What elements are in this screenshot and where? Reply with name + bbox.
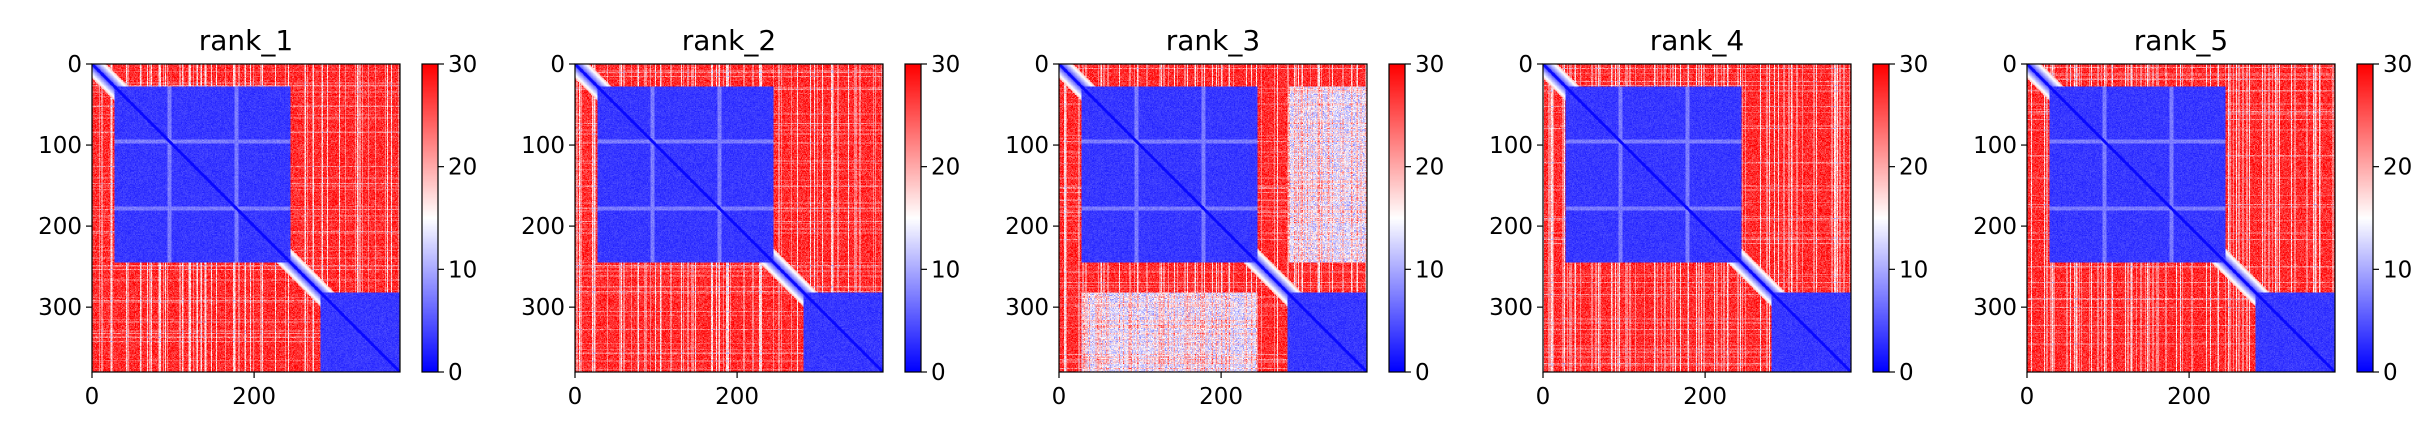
- axes-frame: [2026, 63, 2336, 373]
- y-tick-label: 200: [38, 214, 82, 240]
- heatmap-panel: rank_3 0 100 200 300 0 200 0 10 20 30: [1005, 24, 1444, 410]
- y-tick-label: 100: [521, 133, 565, 159]
- x-tick-label: 200: [1683, 384, 1727, 410]
- y-tick-label: 0: [2002, 52, 2017, 78]
- colorbar-frame: [1872, 63, 1890, 373]
- panel-title: rank_4: [1650, 24, 1744, 57]
- x-tick-label: 0: [2020, 384, 2035, 410]
- heatmap-panel: rank_2 0 100 200 300 0 200 0 10 20 30: [521, 24, 960, 410]
- colorbar-tick-label: 20: [1415, 155, 1444, 181]
- heatmap-image: [1543, 64, 1851, 372]
- panel-title: rank_1: [199, 24, 293, 57]
- x-tick-label: 200: [2167, 384, 2211, 410]
- colorbar-tick-label: 10: [448, 257, 477, 283]
- colorbar: [905, 64, 921, 372]
- panel-title: rank_5: [2134, 24, 2228, 57]
- colorbar-tick-label: 30: [448, 52, 477, 78]
- colorbar-tick-label: 30: [1415, 52, 1444, 78]
- x-tick-label: 0: [1536, 384, 1551, 410]
- colorbar-frame: [2356, 63, 2374, 373]
- y-tick-label: 0: [67, 52, 82, 78]
- axes-frame: [1058, 63, 1368, 373]
- panel-title: rank_3: [1166, 24, 1260, 57]
- colorbar-tick-label: 20: [2383, 155, 2412, 181]
- y-tick-label: 300: [521, 295, 565, 321]
- x-tick-label: 200: [232, 384, 276, 410]
- x-tick-label: 0: [1052, 384, 1067, 410]
- colorbar-tick-label: 0: [1415, 360, 1430, 386]
- colorbar-frame: [904, 63, 922, 373]
- colorbar-tick-label: 0: [931, 360, 946, 386]
- y-tick-label: 200: [1005, 214, 1049, 240]
- colorbar-tick-label: 30: [1899, 52, 1928, 78]
- y-tick-label: 300: [1489, 295, 1533, 321]
- heatmap-image: [575, 64, 883, 372]
- axes-frame: [1542, 63, 1852, 373]
- colorbar: [422, 64, 438, 372]
- heatmap-image: [92, 64, 400, 372]
- y-tick-label: 200: [521, 214, 565, 240]
- y-tick-label: 0: [550, 52, 565, 78]
- colorbar-tick-label: 10: [931, 257, 960, 283]
- colorbar: [1873, 64, 1889, 372]
- colorbar-tick-label: 0: [1899, 360, 1914, 386]
- y-tick-label: 100: [1973, 133, 2017, 159]
- colorbar-tick-label: 0: [448, 360, 463, 386]
- colorbar-tick-label: 20: [1899, 155, 1928, 181]
- panel-title: rank_2: [682, 24, 776, 57]
- y-tick-label: 100: [1489, 133, 1533, 159]
- x-tick-label: 200: [1199, 384, 1243, 410]
- colorbar-tick-label: 30: [2383, 52, 2412, 78]
- y-tick-label: 200: [1973, 214, 2017, 240]
- heatmap-image: [1059, 64, 1367, 372]
- y-tick-label: 100: [38, 133, 82, 159]
- heatmap-panel: rank_1 0 100 200 300 0 200 0 10 20 30: [38, 24, 477, 410]
- y-tick-label: 300: [1973, 295, 2017, 321]
- colorbar-frame: [421, 63, 439, 373]
- colorbar-tick-label: 30: [931, 52, 960, 78]
- x-tick-label: 200: [715, 384, 759, 410]
- colorbar-tick-label: 20: [931, 155, 960, 181]
- axes-frame: [91, 63, 401, 373]
- colorbar-tick-label: 0: [2383, 360, 2398, 386]
- colorbar-tick-label: 10: [2383, 257, 2412, 283]
- y-tick-label: 200: [1489, 214, 1533, 240]
- colorbar: [2357, 64, 2373, 372]
- colorbar-frame: [1388, 63, 1406, 373]
- colorbar-tick-label: 10: [1899, 257, 1928, 283]
- y-tick-label: 0: [1034, 52, 1049, 78]
- colorbar: [1389, 64, 1405, 372]
- x-tick-label: 0: [568, 384, 583, 410]
- heatmap-image: [2027, 64, 2335, 372]
- colorbar-tick-label: 10: [1415, 257, 1444, 283]
- heatmap-panel: rank_4 0 100 200 300 0 200 0 10 20 30: [1489, 24, 1928, 410]
- axes-frame: [574, 63, 884, 373]
- y-tick-label: 0: [1518, 52, 1533, 78]
- heatmap-panel: rank_5 0 100 200 300 0 200 0 10 20 30: [1973, 24, 2412, 410]
- y-tick-label: 300: [1005, 295, 1049, 321]
- colorbar-tick-label: 20: [448, 155, 477, 181]
- y-tick-label: 300: [38, 295, 82, 321]
- x-tick-label: 0: [85, 384, 100, 410]
- y-tick-label: 100: [1005, 133, 1049, 159]
